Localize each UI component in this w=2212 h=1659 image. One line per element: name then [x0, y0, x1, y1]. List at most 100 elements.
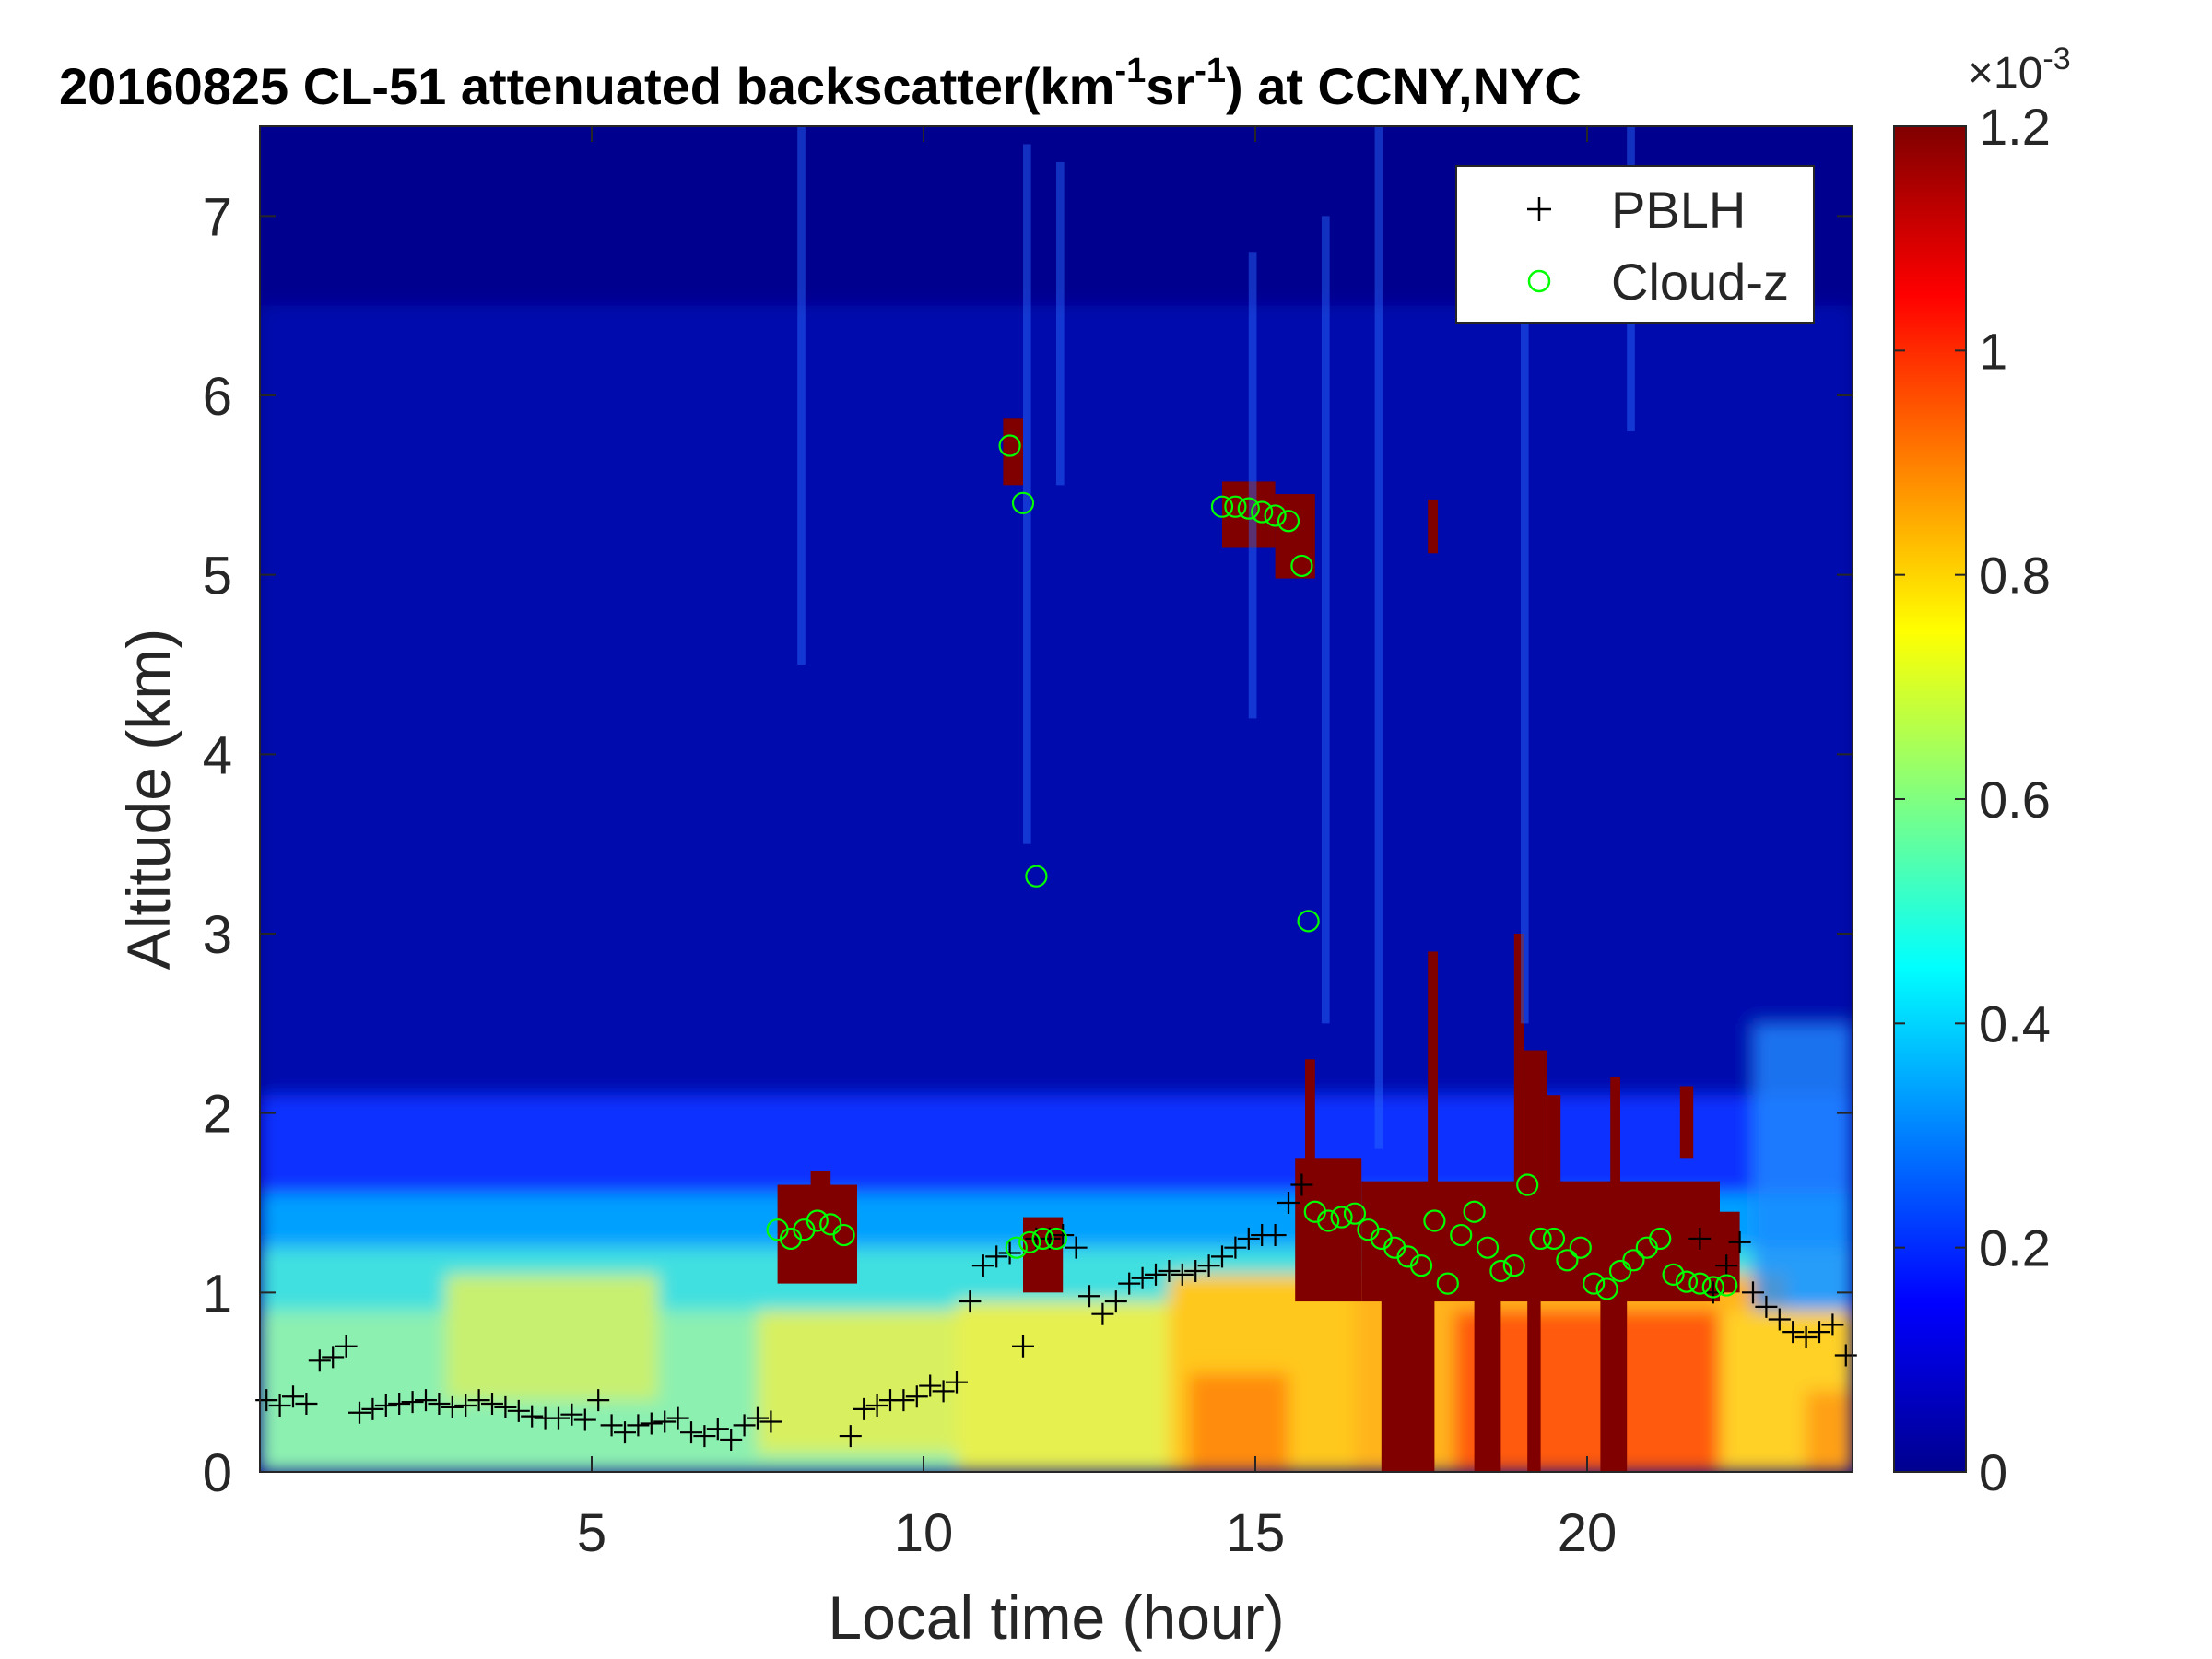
pblh-point: [1264, 1224, 1287, 1247]
pblh-point: [892, 1389, 915, 1412]
pblh-point: [1768, 1308, 1791, 1331]
heatmap-cell: [445, 1274, 658, 1401]
pblh-point: [374, 1394, 397, 1417]
heatmap-cell: [1547, 1095, 1561, 1185]
heatmap-cell: [1474, 1292, 1501, 1472]
heatmap-cell: [1003, 418, 1023, 486]
heatmap-cell: [1374, 126, 1383, 1149]
legend-box: [1455, 165, 1815, 324]
pblh-point: [1290, 1173, 1313, 1196]
y-tick-label: 4: [203, 725, 232, 785]
heatmap-cell: [797, 126, 806, 665]
pblh-point: [1184, 1259, 1207, 1282]
pblh-point: [560, 1403, 583, 1426]
pblh-point: [348, 1401, 371, 1424]
pblh-point: [573, 1408, 596, 1431]
cloud-z-point: [1649, 1227, 1672, 1251]
legend-label-pblh: PBLH: [1611, 181, 1746, 239]
cloud-z-point: [1237, 497, 1260, 520]
cloud-z-point: [1251, 500, 1274, 524]
cloud-z-point: [998, 434, 1021, 457]
cloud-z-point: [1330, 1206, 1353, 1229]
y-tick-label: 7: [203, 187, 232, 247]
pblh-point: [335, 1335, 358, 1358]
pblh-point: [1145, 1263, 1167, 1286]
heatmap-cell: [810, 1170, 831, 1203]
heatmap-cell: [1056, 161, 1065, 486]
pblh-point: [1821, 1313, 1844, 1336]
legend-label-cloud-z: Cloud-z: [1611, 253, 1789, 311]
colorbar-tick-label: 0: [1979, 1443, 2007, 1501]
pblh-point: [932, 1380, 955, 1403]
pblh-point: [415, 1389, 437, 1412]
pblh-point: [322, 1346, 345, 1369]
pblh-point: [1715, 1254, 1738, 1277]
pblh-point: [1158, 1259, 1181, 1282]
cloud-z-point: [1409, 1254, 1433, 1277]
colorbar: 0 0.2 0.4 0.6 0.8 1 1.2 ×10-3: [1893, 41, 2071, 1501]
pblh-point: [282, 1385, 304, 1408]
pblh-point: [295, 1393, 318, 1416]
colorbar-tick-label: 0.6: [1979, 771, 2051, 829]
pblh-point: [481, 1393, 503, 1416]
cloud-z-point: [1502, 1254, 1525, 1277]
heatmap-cell: [1521, 252, 1529, 1024]
pblh-point: [1728, 1230, 1751, 1253]
pblh-point: [361, 1397, 384, 1420]
plot-frame: [259, 125, 1853, 1473]
pblh-point: [853, 1397, 876, 1420]
pblh-point: [600, 1414, 623, 1437]
x-tick-label: 5: [577, 1503, 606, 1563]
cloud-z-point: [1701, 1276, 1724, 1299]
legend-item-pblh: PBLH: [1527, 181, 1746, 239]
pblh-point: [720, 1428, 743, 1451]
heatmap-cell: [1527, 1256, 1541, 1472]
heatmap-cell: [1610, 1077, 1620, 1185]
plot-area: [260, 126, 1853, 1472]
pblh-point: [998, 1241, 1021, 1265]
cloud-z-point: [1423, 1209, 1446, 1232]
cloud-z-point: [1675, 1270, 1699, 1293]
cloud-z-point: [1031, 1227, 1054, 1251]
pblh-point: [308, 1349, 331, 1372]
pblh-point: [1065, 1236, 1088, 1259]
pblh-point: [268, 1394, 291, 1417]
pblh-point: [1171, 1263, 1194, 1286]
cloud-z-point: [819, 1213, 842, 1236]
heatmap-cell: [1524, 1050, 1547, 1185]
heatmap-cell: [1428, 951, 1438, 1185]
x-axis-label: Local time (hour): [828, 1583, 1284, 1652]
cloud-z-point: [1463, 1200, 1486, 1223]
cloud-z-point: [1529, 1227, 1552, 1251]
y-tick-label: 1: [203, 1264, 232, 1324]
cloud-z-point: [1210, 495, 1234, 518]
heatmap-cell: [1600, 1292, 1628, 1472]
pblh-point: [971, 1254, 994, 1277]
pblh-point: [865, 1394, 888, 1417]
pblh-point: [494, 1395, 517, 1418]
heatmap-cell: [1023, 1217, 1064, 1293]
cloud-z-point: [1516, 1173, 1539, 1196]
cloud-z-point: [1290, 554, 1313, 578]
cloud-z-point: [1018, 1230, 1041, 1253]
pblh-point: [1794, 1326, 1818, 1348]
colorbar-gradient: [1894, 126, 1966, 1472]
markers-layer: [255, 434, 1857, 1451]
heatmap-cell: [1753, 1023, 1853, 1311]
pblh-point: [1688, 1227, 1712, 1250]
legend-circle-marker: [1527, 269, 1551, 293]
pblh-point: [627, 1414, 650, 1437]
cloud-z-point: [1264, 504, 1287, 527]
pblh-point: [1104, 1290, 1127, 1313]
cloud-z-point: [1025, 865, 1048, 888]
legend: PBLH Cloud-z: [1455, 165, 1815, 324]
cloud-z-point: [1556, 1249, 1579, 1272]
cloud-z-point: [1608, 1259, 1632, 1283]
heatmap-cell: [1428, 499, 1438, 554]
cloud-z-point: [1317, 1209, 1340, 1232]
y-tick-label: 3: [203, 905, 232, 965]
pblh-point: [1755, 1295, 1778, 1318]
cloud-z-point: [1297, 910, 1320, 933]
pblh-point: [733, 1414, 756, 1437]
